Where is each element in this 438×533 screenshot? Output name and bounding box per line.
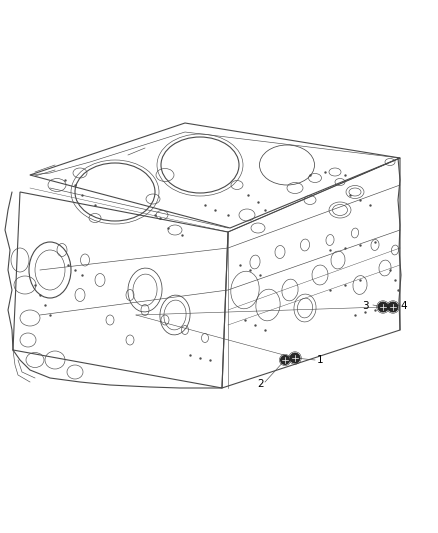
- Ellipse shape: [377, 302, 387, 312]
- Ellipse shape: [290, 353, 299, 363]
- Ellipse shape: [280, 356, 289, 365]
- Text: 2: 2: [256, 379, 263, 389]
- Text: 1: 1: [316, 355, 323, 365]
- Ellipse shape: [387, 302, 397, 312]
- Text: 3: 3: [361, 301, 368, 311]
- Text: 4: 4: [399, 301, 406, 311]
